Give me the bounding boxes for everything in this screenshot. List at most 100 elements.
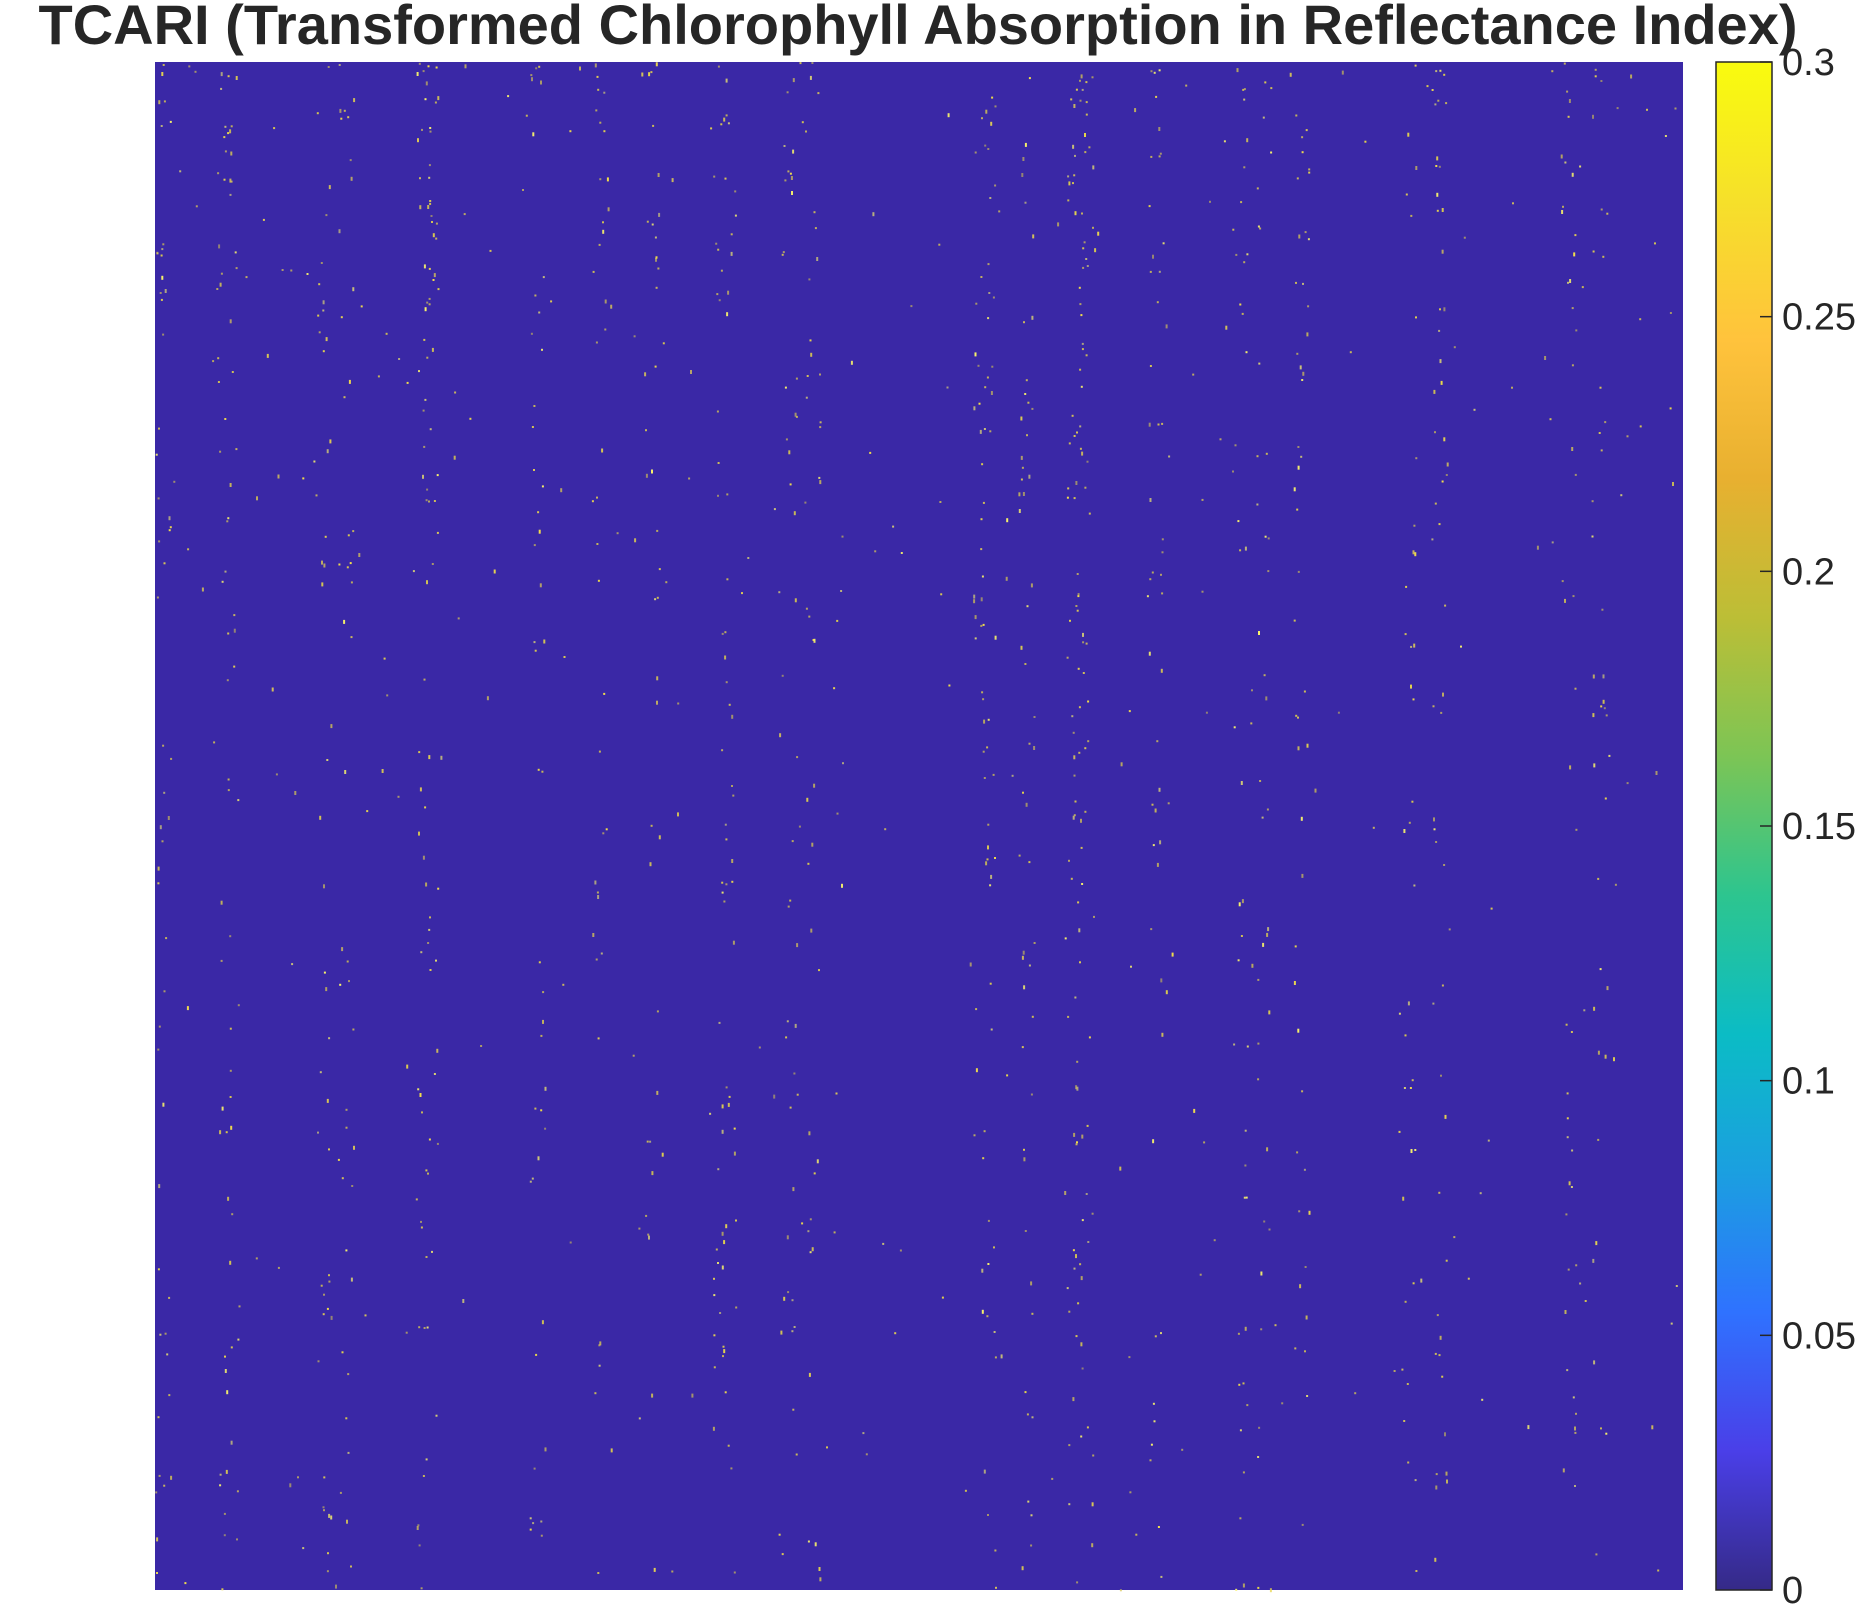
heatmap-pixel <box>1158 270 1161 273</box>
heatmap-pixel <box>836 619 839 622</box>
heatmap-pixel <box>1071 414 1074 417</box>
heatmap-pixel <box>791 1299 794 1302</box>
heatmap-pixel <box>591 500 594 503</box>
heatmap-pixel <box>1155 95 1158 98</box>
heatmap-pixel <box>1437 99 1440 102</box>
heatmap-pixel <box>1604 1054 1607 1059</box>
heatmap-pixel <box>1160 1575 1163 1578</box>
heatmap-pixel <box>998 210 1001 213</box>
heatmap-pixel <box>1593 1006 1596 1011</box>
heatmap-pixel <box>1411 1079 1414 1082</box>
heatmap-pixel <box>658 568 661 571</box>
heatmap-pixel <box>318 331 321 334</box>
heatmap-pixel <box>1442 692 1444 697</box>
heatmap-pixel <box>323 1476 326 1479</box>
heatmap-pixel <box>421 1111 423 1114</box>
heatmap-pixel <box>792 1187 795 1192</box>
heatmap-pixel <box>534 294 537 297</box>
heatmap-pixel <box>1160 668 1163 673</box>
heatmap-pixel <box>1579 165 1582 168</box>
heatmap-pixel <box>428 1138 431 1141</box>
heatmap-pixel <box>1304 1266 1307 1268</box>
heatmap-pixel <box>728 1095 731 1098</box>
heatmap-pixel <box>235 76 238 80</box>
heatmap-pixel <box>991 365 994 368</box>
heatmap-pixel <box>338 229 341 234</box>
heatmap-pixel <box>791 191 793 195</box>
heatmap-pixel <box>1657 1569 1660 1572</box>
heatmap-pixel <box>425 1458 428 1461</box>
heatmap-pixel <box>656 596 659 599</box>
heatmap-pixel <box>725 1086 728 1089</box>
heatmap-pixel <box>1148 651 1151 656</box>
heatmap-pixel <box>723 117 726 122</box>
heatmap-pixel <box>236 1538 238 1541</box>
heatmap-pixel <box>532 132 535 137</box>
heatmap-pixel <box>1268 1010 1271 1015</box>
heatmap-pixel <box>604 299 607 304</box>
heatmap-pixel <box>1087 740 1090 743</box>
heatmap-pixel <box>425 1256 428 1258</box>
heatmap-pixel <box>983 719 986 724</box>
heatmap-pixel <box>1236 68 1239 73</box>
heatmap-pixel <box>1616 107 1619 110</box>
heatmap-pixel <box>819 426 822 429</box>
heatmap-pixel <box>540 1109 543 1112</box>
heatmap-pixel <box>1473 408 1476 411</box>
colorbar-tick-label: 0.15 <box>1782 806 1856 848</box>
heatmap-pixel <box>1527 1425 1530 1430</box>
heatmap-pixel <box>1299 365 1302 370</box>
heatmap-pixel <box>807 1540 810 1543</box>
heatmap-pixel <box>1239 1429 1242 1432</box>
heatmap-pixel <box>339 108 342 113</box>
heatmap-pixel <box>1023 985 1026 990</box>
colorbar-tick-label: 0.05 <box>1782 1315 1856 1357</box>
heatmap-pixel <box>162 333 165 336</box>
heatmap-pixel <box>808 278 811 281</box>
heatmap-pixel <box>1257 978 1260 981</box>
heatmap-pixel <box>1239 303 1242 306</box>
heatmap-pixel <box>423 338 426 341</box>
heatmap-pixel <box>1080 1435 1083 1438</box>
heatmap-pixel <box>437 887 440 890</box>
heatmap-pixel <box>537 511 540 514</box>
heatmap-pixel <box>163 100 166 103</box>
heatmap-pixel <box>164 289 167 293</box>
heatmap-pixel <box>778 591 781 594</box>
heatmap-pixel <box>994 184 997 187</box>
heatmap-pixel <box>1021 955 1024 960</box>
heatmap-pixel <box>425 499 428 502</box>
heatmap-pixel <box>1023 321 1025 324</box>
heatmap-pixel <box>1433 389 1436 394</box>
heatmap-pixel <box>1257 1042 1260 1045</box>
heatmap-pixel <box>980 518 983 521</box>
heatmap-pixel <box>266 353 269 358</box>
heatmap-pixel <box>747 557 750 559</box>
heatmap-pixel <box>1591 500 1594 503</box>
heatmap-pixel <box>973 599 976 604</box>
heatmap-pixel <box>160 125 163 127</box>
heatmap-pixel <box>1070 98 1073 101</box>
heatmap-pixel <box>662 342 665 345</box>
heatmap-pixel <box>1407 132 1410 137</box>
heatmap-pixel <box>234 251 237 254</box>
heatmap-pixel <box>1244 1129 1247 1132</box>
heatmap-pixel <box>1159 152 1162 155</box>
heatmap-pixel <box>291 963 294 966</box>
heatmap-pixel <box>994 857 996 859</box>
heatmap-pixel <box>1209 200 1211 203</box>
heatmap-pixel <box>1246 1404 1249 1407</box>
heatmap-pixel <box>1308 168 1311 171</box>
heatmap-pixel <box>1192 373 1195 376</box>
heatmap-pixel <box>810 352 813 357</box>
heatmap-pixel <box>975 1068 978 1073</box>
heatmap-pixel <box>1088 146 1091 149</box>
heatmap-pixel <box>533 641 536 644</box>
heatmap-pixel <box>795 1453 798 1456</box>
heatmap-pixel <box>1033 942 1036 944</box>
heatmap-pixel <box>323 884 325 889</box>
heatmap-pixel <box>982 750 985 753</box>
heatmap-pixel <box>435 222 438 225</box>
heatmap-pixel <box>1439 308 1441 311</box>
heatmap-pixel <box>1581 286 1584 289</box>
